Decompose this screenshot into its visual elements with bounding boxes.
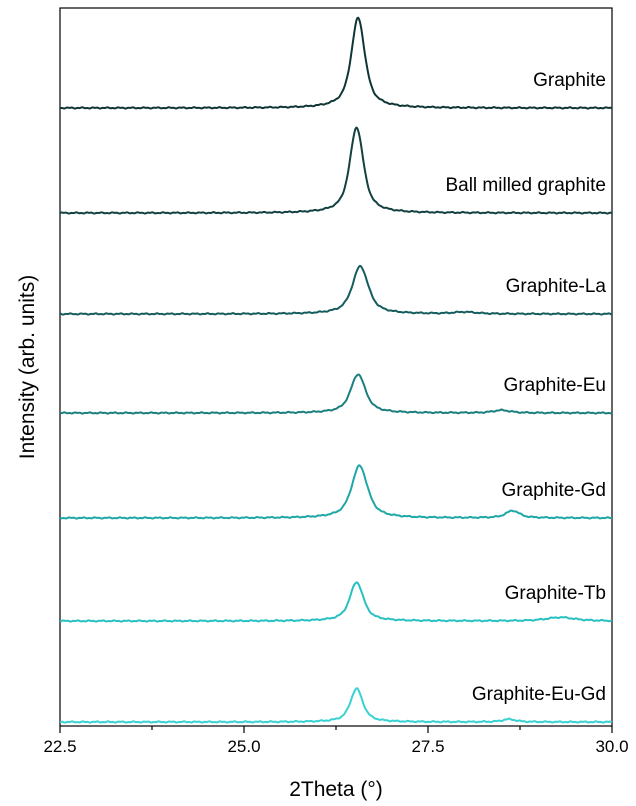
series-line-4 bbox=[59, 373, 613, 415]
series-label-2: Ball milled graphite bbox=[445, 175, 606, 196]
series-line-3 bbox=[59, 264, 613, 316]
series-labels: Graphite Ball milled graphite Graphite-La G… bbox=[445, 70, 606, 705]
y-axis-title: Intensity (arb. units) bbox=[16, 275, 39, 459]
series-line-7 bbox=[59, 687, 613, 724]
series-label-1: Graphite bbox=[533, 70, 606, 91]
series-line-1 bbox=[59, 16, 613, 110]
x-axis-title: 2Theta (°) bbox=[289, 778, 383, 801]
plot-area bbox=[59, 7, 613, 727]
series-line-5 bbox=[59, 464, 613, 520]
x-tick-label: 22.5 bbox=[43, 737, 76, 756]
series-label-5: Graphite-Gd bbox=[501, 480, 606, 501]
series-label-7: Graphite-Eu-Gd bbox=[472, 684, 606, 705]
series-traces bbox=[59, 16, 613, 724]
plot-frame bbox=[59, 7, 613, 727]
x-tick-label: 25.0 bbox=[227, 737, 260, 756]
x-axis: 22.5 25.0 27.5 30.0 bbox=[43, 726, 629, 756]
series-line-6 bbox=[59, 581, 613, 623]
series-label-3: Graphite-La bbox=[506, 276, 607, 297]
x-tick-label: 27.5 bbox=[411, 737, 444, 756]
series-line-2 bbox=[59, 126, 613, 215]
series-label-4: Graphite-Eu bbox=[504, 375, 606, 396]
x-tick-label: 30.0 bbox=[595, 737, 628, 756]
series-label-6: Graphite-Tb bbox=[505, 583, 606, 604]
